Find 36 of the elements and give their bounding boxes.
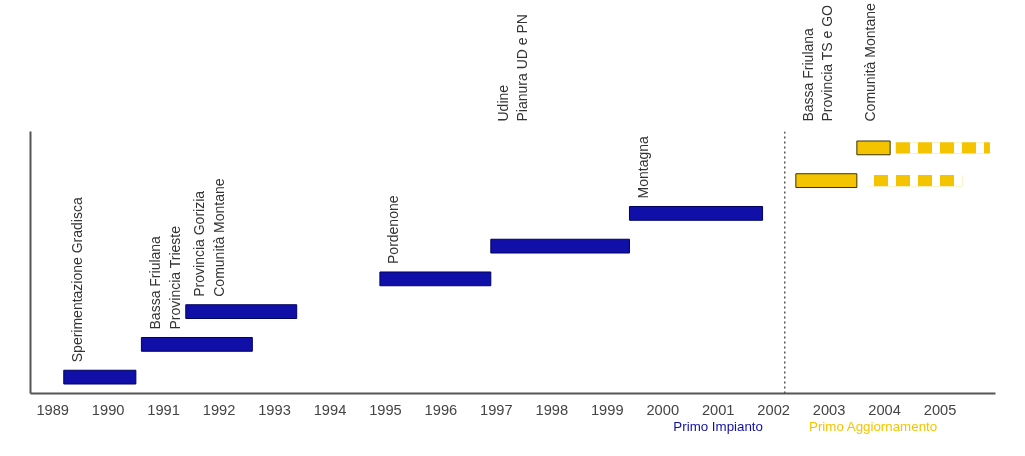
text: Primo Impianto (673, 418, 763, 436)
text: Primo Aggiornamento (809, 418, 938, 436)
x-tick-label: 2004 (868, 401, 901, 418)
annotation: Bassa Friulana Provincia Trieste (146, 225, 183, 330)
annotation: Sperimentazione Gradisca (69, 197, 86, 363)
annotation: Pordenone (385, 195, 402, 264)
bar (856, 140, 891, 156)
bar (63, 369, 137, 385)
annotation: Comunità Montane (211, 178, 228, 297)
bar (185, 304, 298, 319)
x-tick-label: 1995 (369, 401, 402, 418)
bar (379, 271, 492, 287)
bar (795, 173, 858, 188)
x-tick-label: 2003 (812, 401, 846, 418)
x-tick-label: 1992 (202, 401, 236, 418)
x-tick-label: 2005 (923, 401, 957, 418)
text: Bassa Friulana Provincia TS e GO (799, 4, 835, 122)
x-tick-label: 1989 (36, 401, 69, 418)
x-tick-label: 2001 (701, 401, 735, 418)
annotation: Montagna (635, 136, 652, 199)
x-tick-label: 1999 (590, 401, 624, 418)
x-tick-label: 1991 (147, 401, 180, 418)
x-tick-label: 2000 (646, 401, 680, 418)
bar (140, 337, 253, 352)
text: Comunità Montane (862, 3, 879, 122)
x-tick-label: 1996 (424, 401, 458, 418)
x-tick-label: 1997 (480, 401, 513, 418)
x-tick-label: 1994 (313, 401, 347, 418)
x-tick-label: 1990 (91, 401, 125, 418)
x-tick-label: 2002 (757, 401, 790, 418)
x-tick-label: 1993 (258, 401, 291, 418)
bar (490, 238, 630, 254)
bar (628, 206, 764, 221)
text: Provincia Gorizia (191, 190, 208, 297)
text: Udine Pianura UD e PN (494, 14, 530, 122)
x-tick-label: 1998 (535, 401, 569, 418)
